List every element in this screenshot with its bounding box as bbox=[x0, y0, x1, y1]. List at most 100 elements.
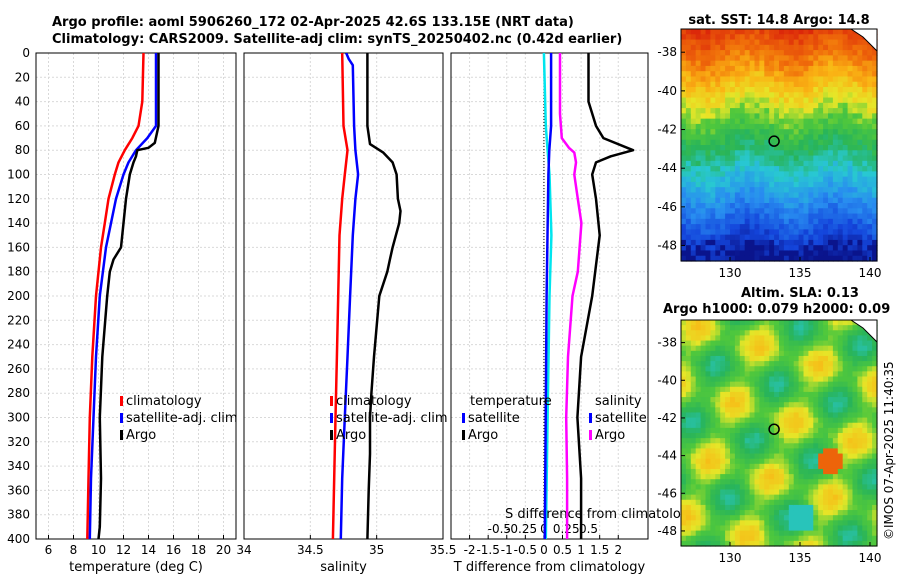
map-cell bbox=[749, 340, 756, 347]
map-cell bbox=[690, 92, 697, 99]
map-cell bbox=[749, 335, 756, 342]
map-cell bbox=[832, 422, 839, 429]
map-cell bbox=[779, 245, 785, 252]
map-cell bbox=[867, 113, 873, 120]
map-cell bbox=[690, 81, 697, 88]
map-cell bbox=[734, 361, 741, 367]
map-cell bbox=[744, 171, 751, 178]
map-cell bbox=[798, 229, 805, 236]
map-cell bbox=[681, 108, 687, 114]
map-cell bbox=[725, 530, 731, 537]
map-cell bbox=[690, 203, 697, 209]
map-cell bbox=[783, 108, 790, 114]
map-cell bbox=[754, 81, 760, 88]
map-cell bbox=[739, 371, 746, 378]
map-cell bbox=[813, 515, 819, 521]
x-axis-label: salinity bbox=[320, 560, 367, 575]
map-cell bbox=[744, 197, 751, 204]
map-cell bbox=[690, 129, 697, 136]
map-cell bbox=[813, 433, 819, 439]
map-cell bbox=[754, 213, 760, 220]
map-cell bbox=[842, 29, 849, 35]
map-cell bbox=[857, 118, 863, 125]
y-tick-label: 20 bbox=[15, 70, 30, 84]
map-cell bbox=[720, 458, 726, 465]
map-cell bbox=[823, 65, 829, 72]
map-cell bbox=[710, 129, 716, 136]
map-cell bbox=[808, 213, 814, 220]
map-cell bbox=[700, 340, 707, 347]
map-cell bbox=[847, 123, 854, 130]
map-cell bbox=[759, 71, 765, 78]
map-cell bbox=[715, 113, 721, 120]
map-cell bbox=[803, 229, 809, 236]
map-cell bbox=[818, 44, 824, 51]
map-cell bbox=[862, 463, 868, 470]
map-cell bbox=[715, 391, 721, 398]
map-cell bbox=[705, 55, 711, 62]
map-cell bbox=[872, 376, 878, 383]
map-cell bbox=[813, 494, 819, 501]
map-cell bbox=[764, 422, 770, 429]
map-cell bbox=[818, 123, 824, 130]
map-cell bbox=[872, 71, 878, 78]
map-cell bbox=[788, 181, 795, 188]
map-cell bbox=[862, 44, 868, 51]
map-cell bbox=[690, 540, 697, 547]
map-cell bbox=[764, 29, 770, 35]
map-cell bbox=[813, 407, 819, 414]
map-cell bbox=[788, 255, 795, 262]
map-cell bbox=[715, 525, 721, 532]
map-cell bbox=[779, 463, 785, 470]
map-cell bbox=[832, 361, 839, 367]
map-cell bbox=[823, 438, 829, 444]
map-cell bbox=[730, 192, 736, 199]
map-cell bbox=[832, 412, 839, 419]
map-cell bbox=[754, 433, 760, 439]
map-cell bbox=[842, 39, 849, 46]
map-cell bbox=[818, 417, 824, 424]
map-cell bbox=[828, 71, 834, 78]
map-cell bbox=[872, 510, 878, 516]
map-cell bbox=[828, 479, 834, 485]
map-cell bbox=[867, 192, 873, 199]
map-cell bbox=[788, 474, 795, 480]
map-cell bbox=[754, 134, 760, 141]
map-cell bbox=[700, 438, 707, 444]
map-cell bbox=[852, 427, 858, 434]
legend-diff-temp-sat-swatch bbox=[462, 413, 465, 423]
map-cell bbox=[754, 489, 760, 496]
map-cell bbox=[818, 468, 824, 475]
map-cell bbox=[857, 187, 863, 194]
map-cell bbox=[725, 335, 731, 342]
map-cell bbox=[759, 250, 765, 257]
map-cell bbox=[857, 340, 863, 347]
map-cell bbox=[852, 504, 858, 511]
map-cell bbox=[872, 150, 878, 157]
map-cell bbox=[720, 427, 726, 434]
map-cell bbox=[842, 479, 849, 485]
map-cell bbox=[813, 203, 819, 209]
figure-title-line-2: Climatology: CARS2009. Satellite-adj cli… bbox=[52, 32, 623, 47]
map-cell bbox=[681, 218, 687, 225]
map-cell bbox=[837, 448, 844, 455]
map-cell bbox=[793, 176, 800, 183]
map-cell bbox=[705, 340, 711, 347]
map-cell bbox=[779, 108, 785, 114]
map-cell bbox=[798, 361, 805, 367]
map-cell bbox=[832, 50, 839, 56]
map-cell bbox=[837, 540, 844, 547]
map-cell bbox=[730, 463, 736, 470]
map-cell bbox=[774, 44, 780, 51]
map-cell bbox=[715, 376, 721, 383]
map-cell bbox=[857, 479, 863, 485]
map-cell bbox=[769, 479, 775, 485]
map-cell bbox=[793, 468, 800, 475]
map-cell bbox=[730, 376, 736, 383]
x-tick-label: 34.5 bbox=[297, 543, 324, 557]
map-cell bbox=[734, 145, 741, 151]
map-cell bbox=[690, 376, 697, 383]
map-cell bbox=[681, 87, 687, 93]
map-cell bbox=[852, 391, 858, 398]
map-cell bbox=[681, 540, 687, 547]
